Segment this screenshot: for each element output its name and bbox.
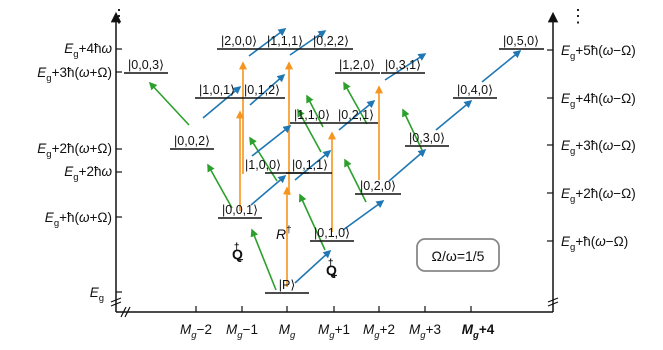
- x-label-mg: Mg: [279, 322, 296, 341]
- arrow-qp-p-010: [294, 249, 332, 284]
- bottom-axis-labels: Mg−2 Mg−1 Mg Mg+1 Mg+2 Mg+3 Mg+4: [180, 322, 495, 341]
- operator-q-plus: Q† +: [326, 258, 337, 282]
- ratio-note-box: [416, 238, 500, 272]
- ratio-note: Ω/ω=1/5: [416, 238, 500, 272]
- bottom-axis-break: [120, 306, 131, 318]
- level-label-022: |0,2,2⟩: [313, 34, 349, 48]
- right-axis-break: [547, 297, 559, 307]
- arrow-qm-020-021: [344, 158, 367, 203]
- level-label-040: |0,4,0⟩: [457, 83, 493, 97]
- left-axis-labels: Eg+4ħω Eg+3ħ(ω+Ω) Eg+2ħ(ω+Ω) Eg+2ħω Eg+ħ…: [37, 41, 112, 304]
- operator-r: R†: [276, 225, 292, 242]
- level-labels: |P⟩ |0,0,1⟩ |0,1,0⟩ |1,0,0⟩ |0,1,1⟩ |0,0…: [128, 34, 539, 292]
- arrow-qp-001-011: [250, 174, 287, 206]
- right-axis-labels: Eg+5ħ(ω−Ω) Eg+4ħ(ω−Ω) Eg+3ħ(ω−Ω) Eg+2ħ(ω…: [561, 43, 636, 253]
- level-bars: [124, 48, 544, 294]
- arrow-qp-002-012: [202, 85, 242, 119]
- left-label-4hw: Eg+4ħω: [64, 41, 112, 60]
- axes: [110, 11, 559, 318]
- ratio-note-text: Ω/ω=1/5: [432, 248, 485, 264]
- x-label-mg+3: Mg+3: [409, 322, 441, 341]
- arrow-qm-002-003: [148, 81, 190, 126]
- arrow-qp-011-021: [294, 149, 332, 181]
- arrow-qp-021-031: [384, 53, 427, 81]
- arrow-qp-101-200: [248, 28, 287, 57]
- arrow-qp-010-020: [342, 200, 385, 231]
- level-label-012: |0,1,2⟩: [244, 83, 280, 97]
- level-label-020: |0,2,0⟩: [360, 179, 396, 193]
- left-ticks: [116, 48, 122, 293]
- operator-q-minus: Q† −: [232, 242, 243, 266]
- right-label-2: Eg+2ħ(ω−Ω): [561, 186, 636, 205]
- level-label-120: |1,2,0⟩: [339, 58, 375, 72]
- level-label-003: |0,0,3⟩: [128, 58, 164, 72]
- level-label-001: |0,0,1⟩: [222, 203, 258, 217]
- level-label-002: |0,0,2⟩: [174, 134, 210, 148]
- level-label-010: |0,1,0⟩: [314, 226, 350, 240]
- right-label-4: Eg+4ħ(ω−Ω): [561, 91, 636, 110]
- arrow-qm-100-101: [249, 136, 278, 182]
- x-label-mg+1: Mg+1: [318, 322, 350, 341]
- arrow-qp-020-030: [388, 148, 427, 182]
- arrow-qp-040-050: [481, 49, 522, 83]
- r-transitions: [236, 61, 383, 287]
- right-label-3: Eg+3ħ(ω−Ω): [561, 138, 636, 157]
- level-label-101: |1,0,1⟩: [199, 83, 235, 97]
- arrow-qm-110-111: [306, 94, 324, 128]
- arrow-qp-030-040: [435, 99, 473, 131]
- right-ticks: [547, 49, 553, 242]
- level-label-021: |0,2,1⟩: [338, 108, 374, 122]
- level-label-031: |0,3,1⟩: [385, 58, 421, 72]
- left-label-2hwO: Eg+2ħ(ω+Ω): [37, 141, 112, 160]
- arrow-qm-001-002: [207, 163, 233, 209]
- left-label-eg: Eg: [90, 285, 104, 304]
- arrow-qm-p-001: [250, 228, 277, 291]
- arrow-qm-011-012: [297, 108, 322, 153]
- left-ellipsis: ⋮: [110, 6, 128, 26]
- x-label-mg+4: Mg+4: [462, 322, 495, 341]
- level-label-111: |1,1,1⟩: [267, 34, 303, 48]
- q-minus-transitions: [148, 81, 423, 291]
- x-label-mg-1: Mg−1: [226, 322, 258, 341]
- q-plus-transitions: [202, 28, 522, 284]
- level-label-200: |2,0,0⟩: [221, 34, 257, 48]
- arrow-qp-012-022: [289, 30, 327, 56]
- left-axis-break: [110, 297, 122, 307]
- right-label-5: Eg+5ħ(ω−Ω): [561, 43, 636, 62]
- arrow-qp-110-120: [338, 99, 376, 131]
- x-label-mg+2: Mg+2: [363, 322, 395, 341]
- level-label-110: |1,1,0⟩: [294, 108, 330, 122]
- right-label-1: Eg+ħ(ω−Ω): [561, 234, 628, 253]
- left-label-hwO: Eg+ħ(ω+Ω): [45, 210, 112, 229]
- left-label-2hw: Eg+2ħω: [64, 164, 112, 183]
- arrow-qp-101-111: [249, 73, 286, 106]
- level-label-P: |P⟩: [279, 278, 295, 292]
- left-label-3hwO: Eg+3ħ(ω+Ω): [37, 65, 112, 84]
- arrow-qm-030-031: [402, 108, 423, 151]
- level-label-030: |0,3,0⟩: [409, 131, 445, 145]
- x-label-mg-2: Mg−2: [180, 322, 212, 341]
- arrow-qp-100-110: [251, 125, 292, 157]
- right-ellipsis: ⋮: [569, 6, 587, 26]
- level-label-050: |0,5,0⟩: [503, 34, 539, 48]
- arrow-qm-021-022: [343, 81, 368, 125]
- level-label-011: |0,1,1⟩: [292, 158, 328, 172]
- level-label-100: |1,0,0⟩: [245, 158, 281, 172]
- operator-labels: Q† − R† Q† +: [232, 225, 337, 282]
- bottom-ticks: [195, 306, 472, 312]
